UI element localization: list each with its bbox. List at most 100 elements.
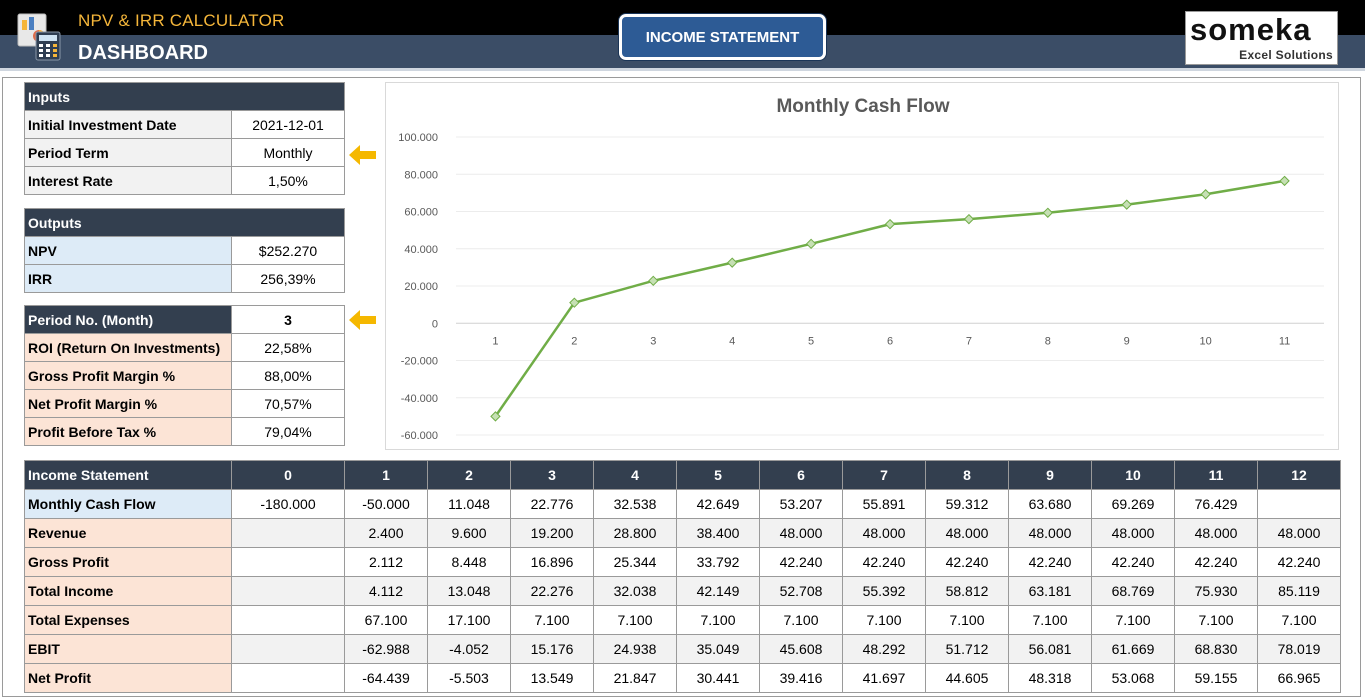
irr-value: 256,39% [231,264,345,293]
table-cell: 30.441 [676,663,760,693]
investment-date-cell[interactable]: 2021-12-01 [231,110,345,139]
arrow-left-icon [349,145,376,165]
logo-subtitle: Excel Solutions [1239,48,1333,62]
x-tick-label: 9 [1124,335,1130,347]
table-cell: 53.068 [1091,663,1175,693]
table-cell: 22.276 [510,576,594,606]
table-cell [1257,489,1341,519]
table-cell [231,634,345,664]
income-header-label: Income Statement [24,460,232,490]
metric-label: Profit Before Tax % [24,417,232,446]
page-title: DASHBOARD [78,42,208,64]
table-cell: 13.048 [427,576,511,606]
logo-text: someka [1190,12,1312,47]
table-cell: 44.605 [925,663,1009,693]
y-tick-label: 0 [432,318,438,330]
table-row: Revenue 2.400 9.600 19.200 28.800 38.400 48.00… [24,518,1341,548]
metric-label: Gross Profit Margin % [24,361,232,390]
x-tick-label: 2 [571,335,577,347]
table-cell: 7.100 [759,605,843,635]
table-cell: 38.400 [676,518,760,548]
data-point-marker[interactable] [648,275,659,287]
table-cell: -50.000 [344,489,428,519]
income-statement-button[interactable]: INCOME STATEMENT [619,14,826,60]
y-tick-label: -60.000 [401,430,438,442]
period-column-header: 8 [925,460,1009,490]
table-cell [231,663,345,693]
input-label: Initial Investment Date [24,110,232,139]
period-column-header: 3 [510,460,594,490]
table-cell: 68.830 [1174,634,1258,664]
period-label: Period No. (Month) [24,305,232,334]
table-cell: 78.019 [1257,634,1341,664]
period-column-header: 7 [842,460,926,490]
chart-title: Monthly Cash Flow [776,96,950,117]
y-tick-label: -40.000 [401,393,438,405]
table-cell: 32.038 [593,576,677,606]
interest-rate-cell[interactable]: 1,50% [231,166,345,195]
row-label: Gross Profit [24,547,232,577]
data-point-marker[interactable] [1042,207,1054,218]
table-cell: 8.448 [427,547,511,577]
period-number-input[interactable]: 3 [231,305,345,334]
period-metrics-table: Period No. (Month) 3 ROI (Return On Inve… [24,305,345,446]
data-point-marker[interactable] [1200,189,1211,200]
table-cell: 7.100 [676,605,760,635]
row-label: Net Profit [24,663,232,693]
table-cell: 69.269 [1091,489,1175,519]
chart-plot: 100.000 80.000 60.000 40.000 20.000 0 -20.000 -… [398,132,1324,442]
period-column-header: 5 [676,460,760,490]
y-tick-label: 100.000 [398,132,438,144]
data-point-marker[interactable] [490,411,501,422]
table-row: Monthly Cash Flow -180.000 -50.000 11.048 22… [24,489,1341,519]
data-point-marker[interactable] [963,213,975,225]
table-cell: 48.000 [1257,518,1341,548]
table-cell: 42.240 [1008,547,1092,577]
table-cell: 55.891 [842,489,926,519]
table-cell: 28.800 [593,518,677,548]
period-column-header: 10 [1091,460,1175,490]
period-column-header: 12 [1257,460,1341,490]
table-cell: -62.988 [344,634,428,664]
data-point-marker[interactable] [1121,199,1132,210]
period-column-header: 9 [1008,460,1092,490]
x-tick-label: 1 [492,335,498,347]
table-cell: 13.549 [510,663,594,693]
income-header-row: Income Statement 0 1 2 3 4 5 6 7 8 9 10 11 12 [24,460,1341,490]
table-cell: 42.240 [1174,547,1258,577]
period-column-header: 0 [231,460,345,490]
period-column-header: 2 [427,460,511,490]
income-statement-table: Income Statement 0 1 2 3 4 5 6 7 8 9 10 11 12 Monthly… [24,460,1341,693]
table-cell [231,605,345,635]
someka-logo[interactable]: someka Excel Solutions [1185,11,1338,65]
data-point-marker[interactable] [884,218,896,230]
monthly-cash-flow-chart[interactable]: Monthly Cash Flow 100.000 80.000 60.000 40.… [385,82,1339,450]
x-tick-label: 10 [1200,335,1212,347]
table-cell: 48.000 [1091,518,1175,548]
roi-value: 22,58% [231,333,345,362]
table-cell: 7.100 [842,605,926,635]
y-tick-label: 60.000 [404,207,438,219]
period-column-header: 6 [759,460,843,490]
table-cell: 7.100 [925,605,1009,635]
row-label: Total Income [24,576,232,606]
data-point-marker[interactable] [569,297,580,308]
table-cell: 7.100 [1174,605,1258,635]
period-column-header: 1 [344,460,428,490]
table-cell: 19.200 [510,518,594,548]
table-cell: 7.100 [510,605,594,635]
data-point-marker[interactable] [726,257,738,268]
output-label: IRR [24,264,232,293]
table-cell: 33.792 [676,547,760,577]
table-cell: 76.429 [1174,489,1258,519]
table-cell: 7.100 [1008,605,1092,635]
table-cell: 42.649 [676,489,760,519]
period-term-cell[interactable]: Monthly [231,138,345,167]
table-cell: 85.119 [1257,576,1341,606]
data-point-marker[interactable] [805,238,817,250]
table-cell: 42.240 [842,547,926,577]
table-cell: -4.052 [427,634,511,664]
dashboard-frame [2,77,1361,697]
table-cell: 48.000 [842,518,926,548]
data-point-marker[interactable] [1279,175,1290,187]
